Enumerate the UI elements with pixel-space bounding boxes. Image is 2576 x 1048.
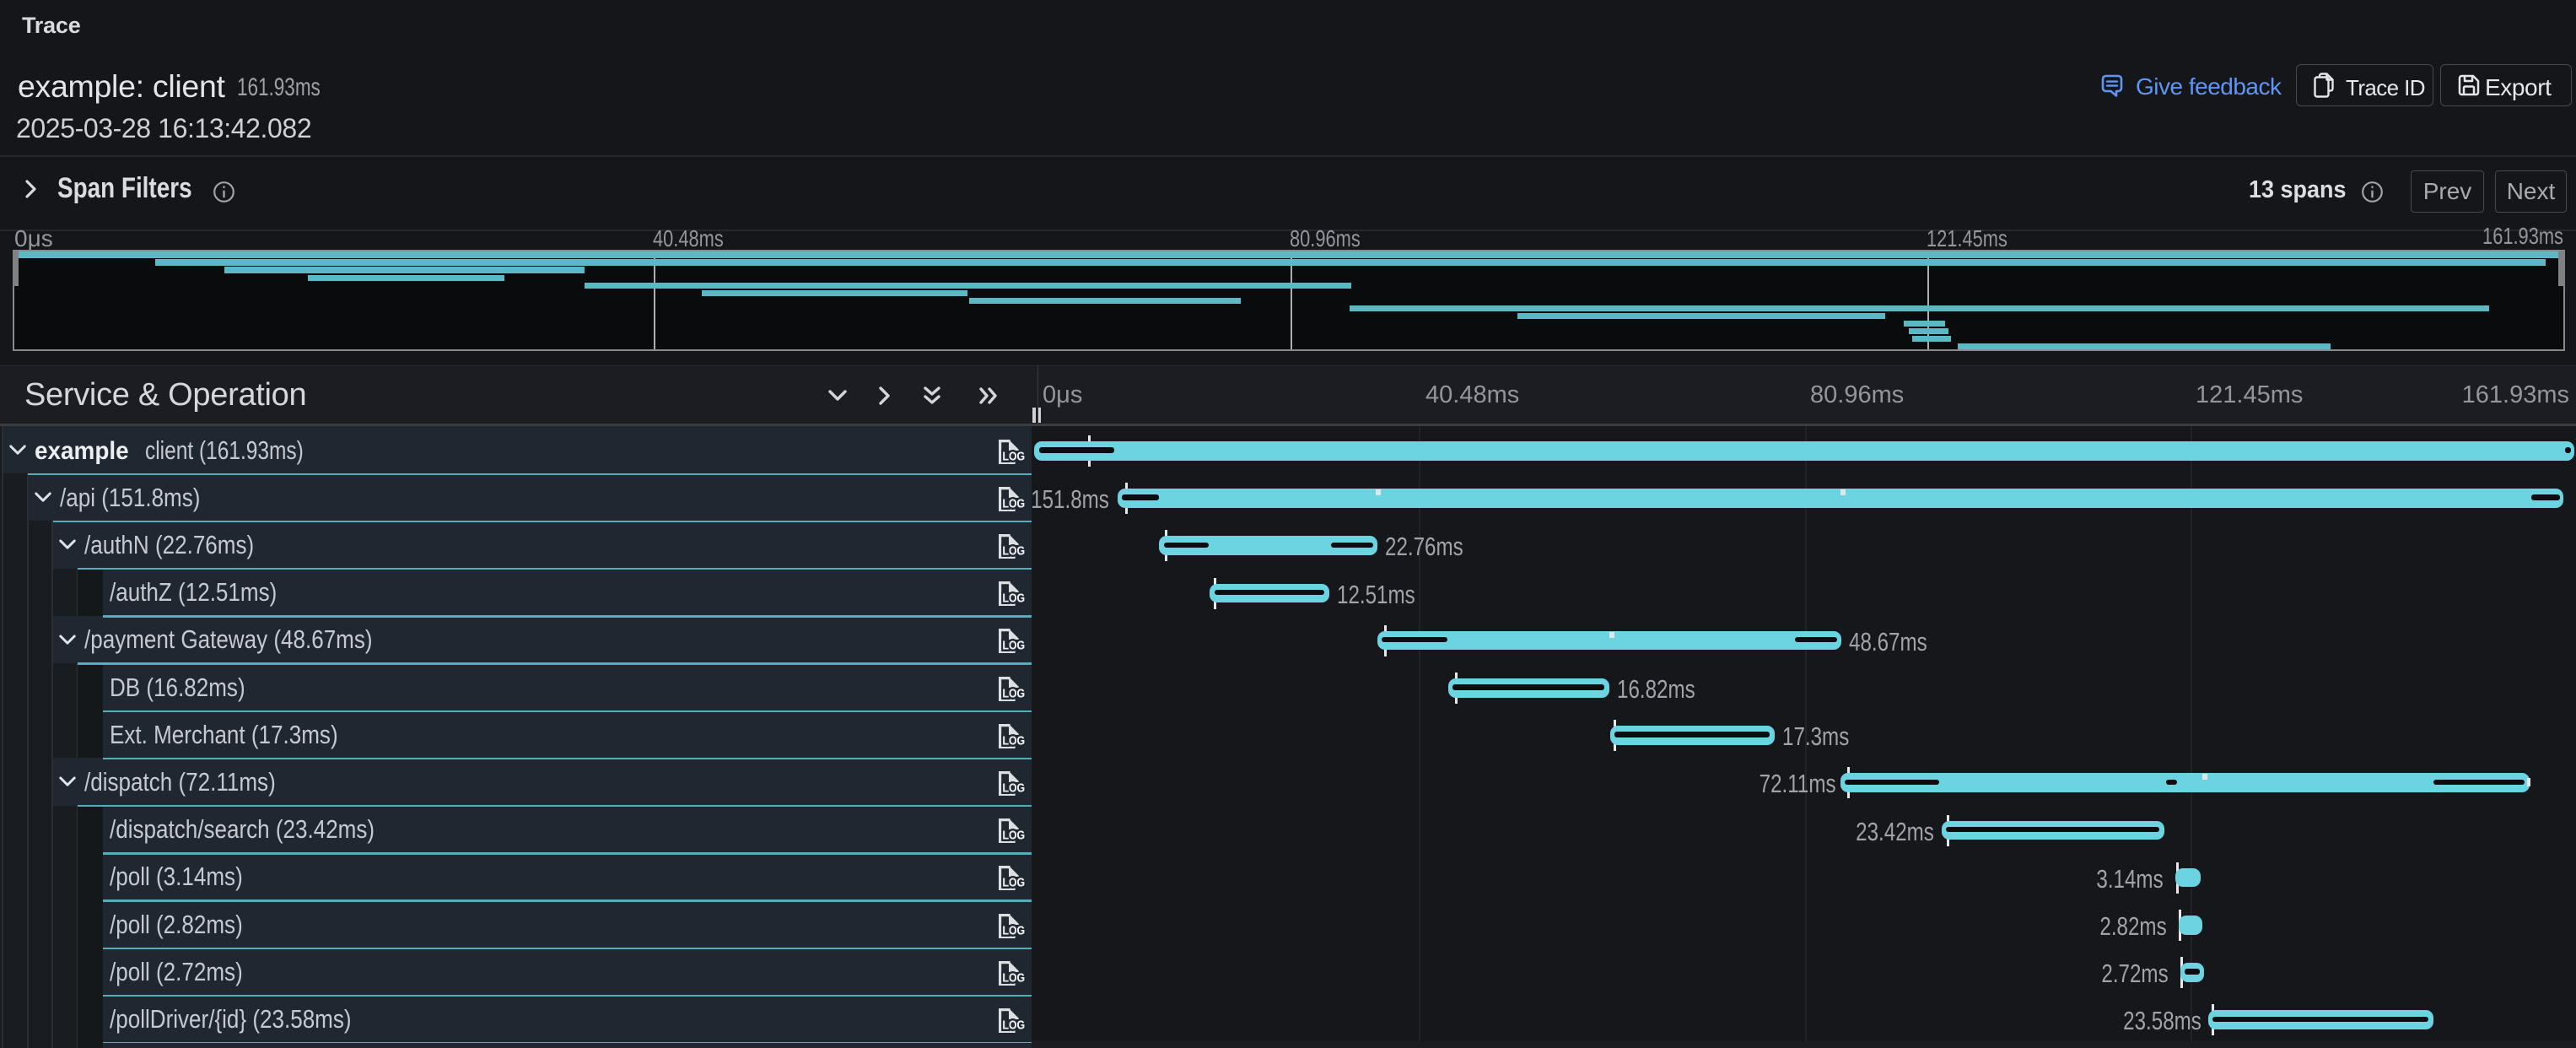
svg-text:LOG: LOG [1003, 544, 1026, 558]
svg-text:LOG: LOG [1003, 497, 1026, 510]
svg-text:LOG: LOG [1003, 781, 1026, 795]
svg-text:LOG: LOG [1003, 592, 1026, 606]
svg-text:LOG: LOG [1003, 497, 1026, 510]
svg-text:LOG: LOG [1003, 1018, 1026, 1032]
svg-text:LOG: LOG [1003, 924, 1026, 937]
svg-text:LOG: LOG [1003, 781, 1026, 795]
svg-text:LOG: LOG [1003, 829, 1026, 843]
svg-text:LOG: LOG [1003, 877, 1026, 890]
svg-text:LOG: LOG [1003, 924, 1026, 937]
svg-text:LOG: LOG [1003, 592, 1026, 606]
svg-text:LOG: LOG [1003, 687, 1026, 700]
svg-text:LOG: LOG [1003, 734, 1026, 748]
svg-text:LOG: LOG [1003, 544, 1026, 558]
svg-text:LOG: LOG [1003, 829, 1026, 843]
svg-text:LOG: LOG [1003, 687, 1026, 700]
svg-text:LOG: LOG [1003, 971, 1026, 985]
svg-text:LOG: LOG [1003, 640, 1026, 653]
svg-text:LOG: LOG [1003, 640, 1026, 653]
svg-text:LOG: LOG [1003, 450, 1026, 463]
svg-text:LOG: LOG [1003, 450, 1026, 463]
svg-text:LOG: LOG [1003, 877, 1026, 890]
svg-text:LOG: LOG [1003, 971, 1026, 985]
svg-text:LOG: LOG [1003, 734, 1026, 748]
svg-text:LOG: LOG [1003, 1018, 1026, 1032]
